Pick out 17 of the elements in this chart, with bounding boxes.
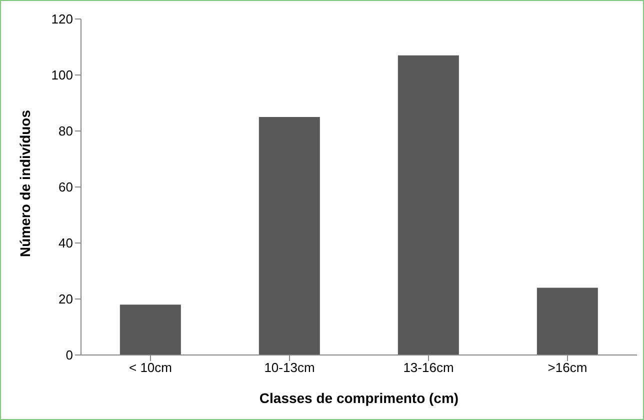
y-tick-label: 100	[51, 68, 73, 83]
y-tick-label: 0	[66, 348, 73, 363]
bar	[398, 55, 459, 355]
bar	[258, 117, 320, 355]
x-tick-label: >16cm	[548, 360, 588, 376]
x-tick-label: 13-16cm	[403, 360, 454, 376]
y-tick-label: 20	[58, 292, 73, 307]
y-tick-label: 60	[58, 180, 73, 195]
y-tick-label: 120	[51, 12, 73, 27]
x-axis-title: Classes de comprimento (cm)	[259, 390, 459, 406]
bar	[536, 288, 598, 355]
x-tick-label: < 10cm	[129, 360, 172, 376]
bar	[120, 304, 181, 355]
y-tick-label: 80	[58, 124, 73, 139]
y-tick-label: 40	[58, 236, 73, 251]
x-tick-label: 10-13cm	[264, 360, 315, 376]
y-axis-title: Número de indivíduos	[16, 110, 33, 257]
